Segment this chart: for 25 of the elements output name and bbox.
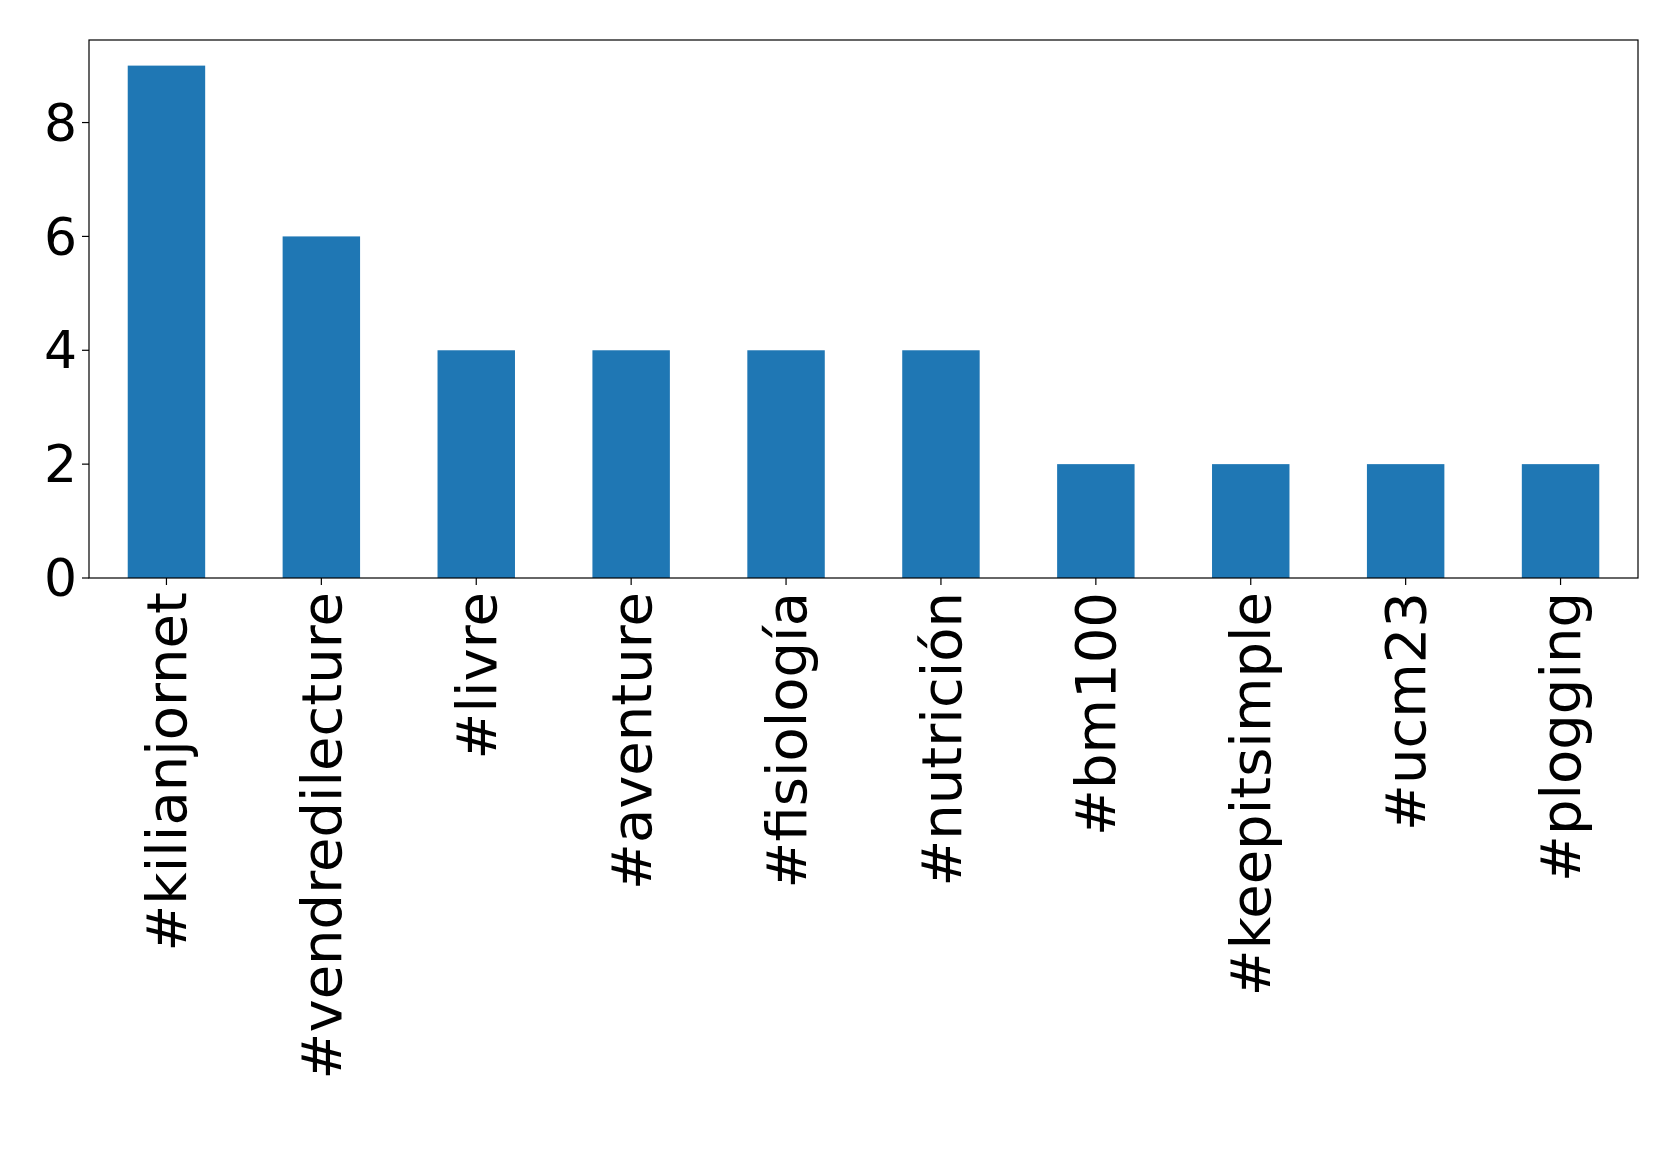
bar (1212, 464, 1290, 578)
bar (902, 350, 980, 578)
y-tick-label: 6 (43, 206, 77, 267)
bar (1057, 464, 1135, 578)
y-tick-label: 8 (43, 92, 77, 153)
x-tick-label: #vendredilecture (288, 592, 354, 1080)
x-tick-label: #bm100 (1063, 592, 1129, 836)
x-tick-label: #fisiología (753, 592, 819, 889)
x-tick-label: #plogging (1528, 592, 1594, 882)
bar (127, 65, 206, 578)
x-tick-label: #aventure (598, 592, 664, 891)
bar (592, 350, 670, 578)
y-tick-label: 4 (43, 320, 77, 381)
bar (437, 350, 515, 578)
y-tick-label: 0 (43, 548, 77, 609)
bar (747, 350, 825, 578)
bar (282, 236, 361, 578)
x-tick-label: #keepitsimple (1218, 592, 1284, 997)
x-tick-label: #ucm23 (1373, 592, 1439, 832)
y-tick-label: 2 (43, 434, 77, 495)
x-tick-label: #nutrición (908, 592, 974, 887)
x-tick-label: #livre (443, 592, 509, 760)
bar (1366, 464, 1445, 578)
bar (1521, 464, 1600, 578)
x-tick-label: #kilianjornet (134, 592, 200, 952)
